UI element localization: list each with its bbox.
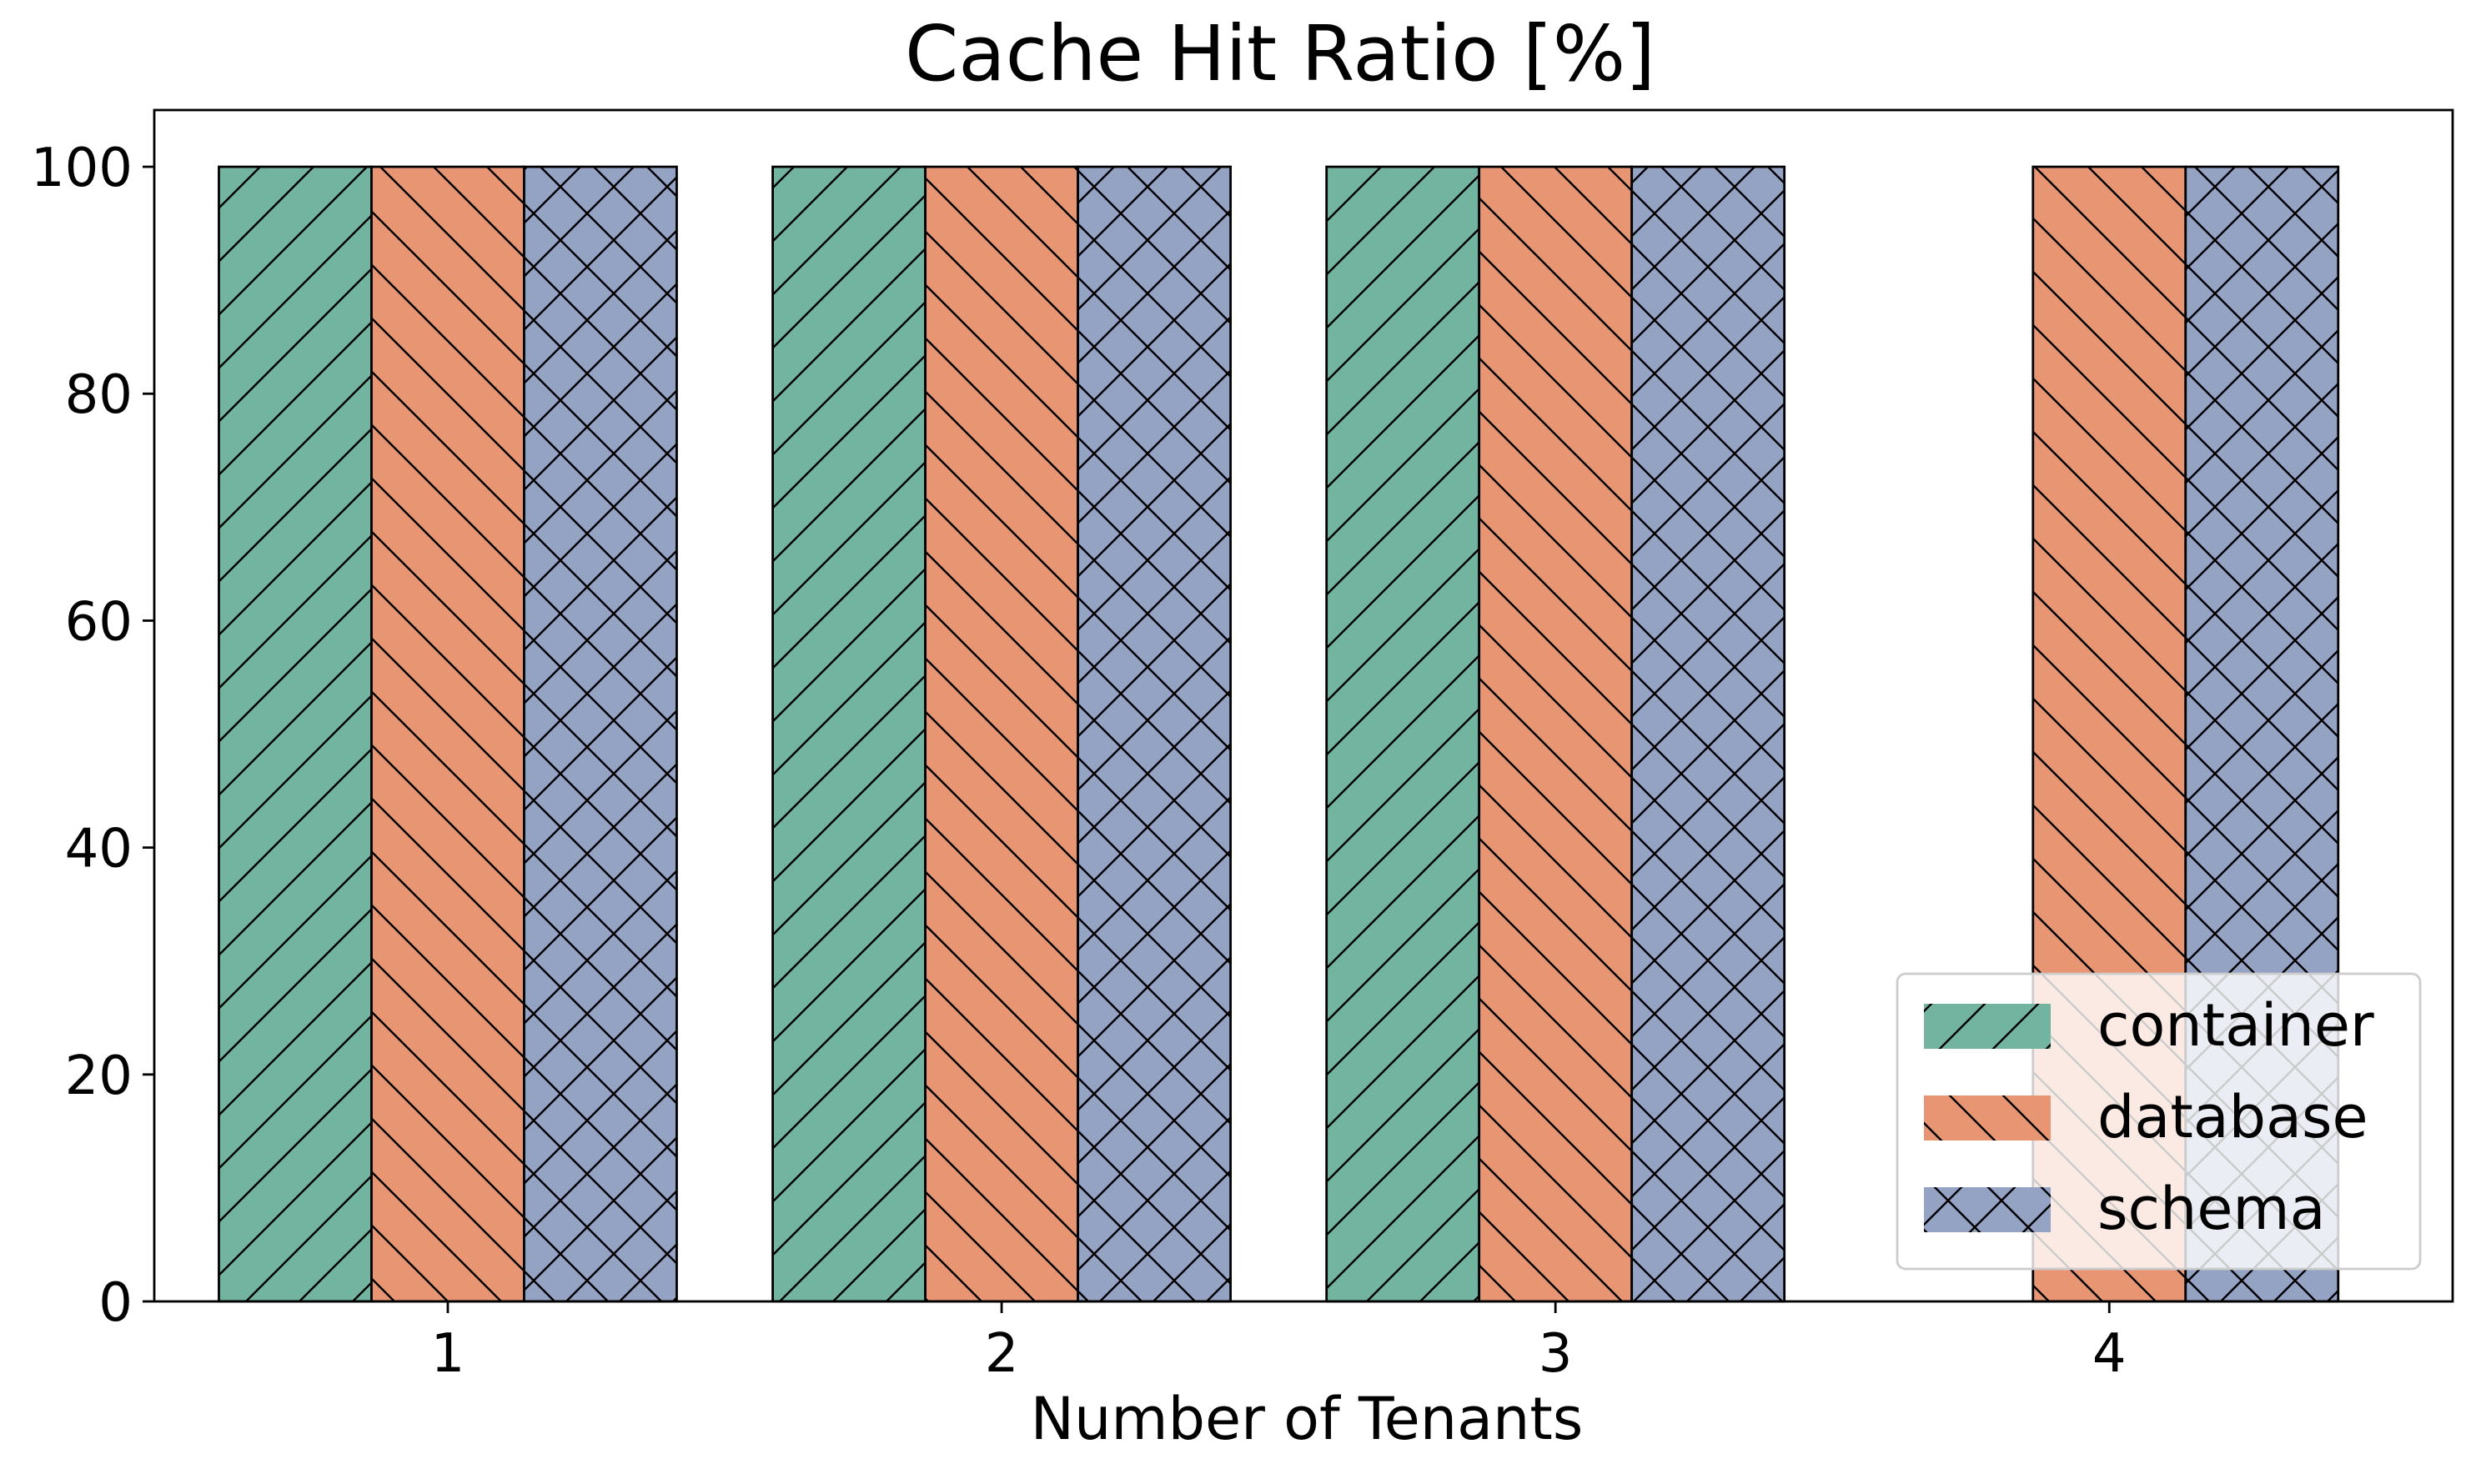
legend-swatch-hatch-database — [1924, 1095, 2051, 1141]
legend-swatch-hatch-container — [1924, 1004, 2051, 1049]
bar-hatch-container-1 — [218, 165, 373, 1303]
bar-hatch-schema-2 — [1077, 165, 1232, 1303]
y-tick-label-60: 60 — [65, 591, 133, 653]
y-tick-label-20: 20 — [65, 1045, 133, 1107]
x-axis-label: Number of Tenants — [1031, 1385, 1584, 1453]
y-tick-label-0: 0 — [98, 1272, 133, 1334]
plot-frame — [153, 108, 2454, 1303]
bar-hatch-database-2 — [924, 165, 1079, 1303]
legend-label-database: database — [2097, 1083, 2368, 1151]
bar-hatch-database-1 — [370, 165, 525, 1303]
legend: container database schema — [1896, 972, 2422, 1271]
bar-hatch-schema-3 — [1630, 165, 1786, 1303]
bars-layer — [218, 165, 2340, 1303]
legend-label-container: container — [2097, 991, 2374, 1060]
bar-hatch-container-3 — [1325, 165, 1481, 1303]
x-tick-label-2: 2 — [985, 1323, 1019, 1385]
axes-layer: 0 20 40 60 80 100 1 2 3 4 — [31, 108, 2454, 1385]
chart-title: Cache Hit Ratio [%] — [905, 9, 1655, 98]
y-tick-label-80: 80 — [65, 364, 133, 426]
y-tick-label-40: 40 — [65, 819, 133, 880]
bar-hatch-schema-1 — [523, 165, 678, 1303]
legend-swatch-hatch-schema — [1924, 1187, 2051, 1232]
x-tick-label-3: 3 — [1539, 1323, 1573, 1385]
legend-label-schema: schema — [2097, 1175, 2325, 1243]
x-tick-label-4: 4 — [2092, 1323, 2127, 1385]
y-tick-label-100: 100 — [31, 138, 133, 199]
bar-hatch-container-2 — [771, 165, 927, 1303]
bar-hatch-database-3 — [1478, 165, 1634, 1303]
x-tick-label-1: 1 — [431, 1323, 465, 1385]
